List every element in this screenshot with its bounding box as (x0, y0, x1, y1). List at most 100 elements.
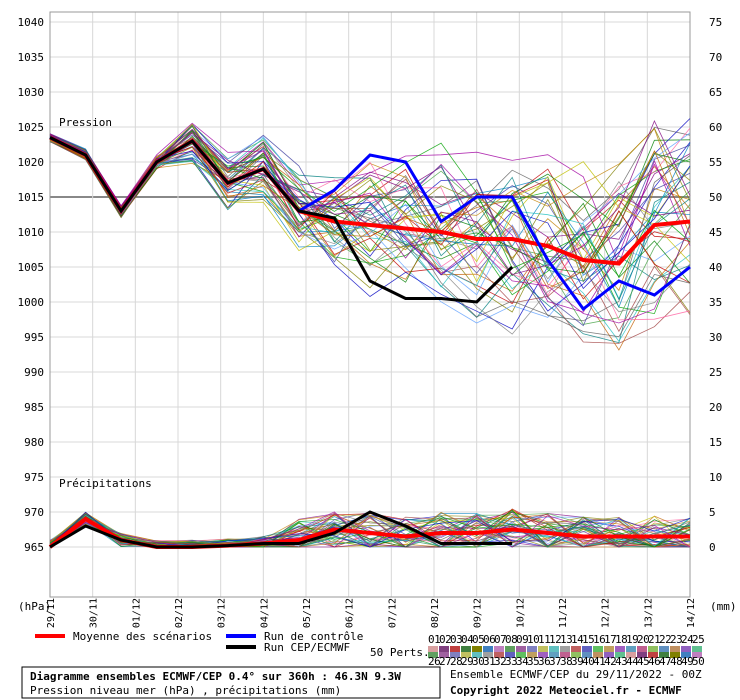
pert-swatch (450, 646, 460, 652)
pert-label: 12 (549, 633, 561, 646)
ensemble-pressure-line (49, 128, 691, 324)
pert-swatch (593, 646, 603, 652)
pert-swatch (461, 652, 471, 658)
y-tick-right: 30 (709, 331, 722, 344)
pert-swatch (615, 646, 625, 652)
legend-perts: 50 Perts. (370, 646, 430, 659)
y-tick-left: 1020 (18, 156, 45, 169)
pert-label: 36 (538, 655, 550, 668)
pert-label: 08 (505, 633, 517, 646)
pert-swatch (670, 646, 680, 652)
axis-ticks: 1040103510301025102010151010100510009959… (18, 16, 723, 628)
pert-label: 07 (494, 633, 506, 646)
y-tick-right: 40 (709, 261, 722, 274)
pert-swatch (428, 652, 438, 658)
pert-swatch (538, 646, 548, 652)
footer-copyright: Copyright 2022 Meteociel.fr - ECMWF (450, 684, 682, 697)
y-tick-right: 20 (709, 401, 722, 414)
pert-label: 17 (604, 633, 616, 646)
x-tick: 11/12 (558, 598, 569, 628)
pert-label: 37 (549, 655, 561, 668)
x-tick: 05/12 (302, 598, 313, 628)
y-tick-left: 965 (24, 541, 44, 554)
y-tick-left: 980 (24, 436, 44, 449)
x-tick: 10/12 (515, 598, 526, 628)
pert-swatch (582, 652, 592, 658)
pert-swatch (549, 646, 559, 652)
pert-swatch (494, 652, 504, 658)
pert-label: 46 (648, 655, 660, 668)
pert-swatch (505, 652, 515, 658)
pert-label: 11 (538, 633, 550, 646)
y-tick-right: 25 (709, 366, 722, 379)
pert-swatch (450, 652, 460, 658)
pert-label: 44 (626, 655, 639, 668)
pert-label: 06 (483, 633, 495, 646)
series-line-pressure (49, 136, 514, 304)
pert-label: 02 (439, 633, 451, 646)
ensemble-precip-line (49, 511, 691, 548)
y-tick-left: 990 (24, 366, 44, 379)
pert-label: 48 (670, 655, 682, 668)
pert-swatch (527, 646, 537, 652)
pert-swatch (571, 646, 581, 652)
title-box (21, 666, 441, 699)
chart-subtitle: Pression niveau mer (hPa) , précipitatio… (30, 684, 341, 697)
x-tick: 06/12 (345, 598, 356, 628)
y-tick-right: 55 (709, 156, 722, 169)
x-tick: 14/12 (686, 598, 697, 628)
x-tick: 13/12 (643, 598, 654, 628)
pert-swatch (626, 646, 636, 652)
pert-swatch (483, 646, 493, 652)
pert-label: 40 (582, 655, 594, 668)
pert-label: 25 (692, 633, 704, 646)
right-unit: (mm) (710, 600, 737, 613)
series-line-precip (49, 510, 513, 549)
pert-label: 22 (659, 633, 671, 646)
y-tick-left: 1025 (18, 121, 45, 134)
y-tick-right: 75 (709, 16, 722, 29)
pert-label: 43 (615, 655, 627, 668)
pert-label: 27 (439, 655, 451, 668)
pert-swatch (659, 652, 669, 658)
pert-swatch (494, 646, 504, 652)
pert-label: 21 (648, 633, 660, 646)
pert-swatch (527, 652, 537, 658)
y-tick-left: 1000 (18, 296, 45, 309)
pert-label: 31 (483, 655, 495, 668)
legend-cep: Run CEP/ECMWF (264, 641, 350, 654)
pert-swatch (582, 646, 592, 652)
pert-swatch (659, 646, 669, 652)
x-tick: 30/11 (89, 598, 100, 628)
x-tick: 09/12 (473, 598, 484, 628)
pert-label: 23 (670, 633, 682, 646)
pert-label: 09 (516, 633, 528, 646)
pert-label: 19 (626, 633, 638, 646)
pert-swatch (505, 646, 515, 652)
pert-swatch (549, 652, 559, 658)
pert-label: 42 (604, 655, 616, 668)
x-tick: 12/12 (601, 598, 612, 628)
pressure-label: Pression (59, 116, 112, 129)
pert-label: 38 (560, 655, 572, 668)
pert-swatch (637, 646, 647, 652)
pert-swatch (538, 652, 548, 658)
y-tick-left: 1005 (18, 261, 45, 274)
pert-swatch (461, 646, 471, 652)
pert-label: 35 (527, 655, 539, 668)
pert-label: 13 (560, 633, 572, 646)
x-tick: 08/12 (430, 598, 441, 628)
legend-mean: Moyenne des scénarios (73, 630, 212, 643)
pert-swatch (439, 646, 449, 652)
y-tick-left: 1035 (18, 51, 45, 64)
y-tick-right: 5 (709, 506, 716, 519)
pert-swatch (560, 652, 570, 658)
pert-label: 34 (516, 655, 529, 668)
y-tick-left: 970 (24, 506, 44, 519)
pert-swatch (626, 652, 636, 658)
pert-label: 49 (681, 655, 693, 668)
y-tick-right: 60 (709, 121, 722, 134)
pert-swatch (692, 652, 702, 658)
x-tick: 04/12 (259, 598, 270, 628)
